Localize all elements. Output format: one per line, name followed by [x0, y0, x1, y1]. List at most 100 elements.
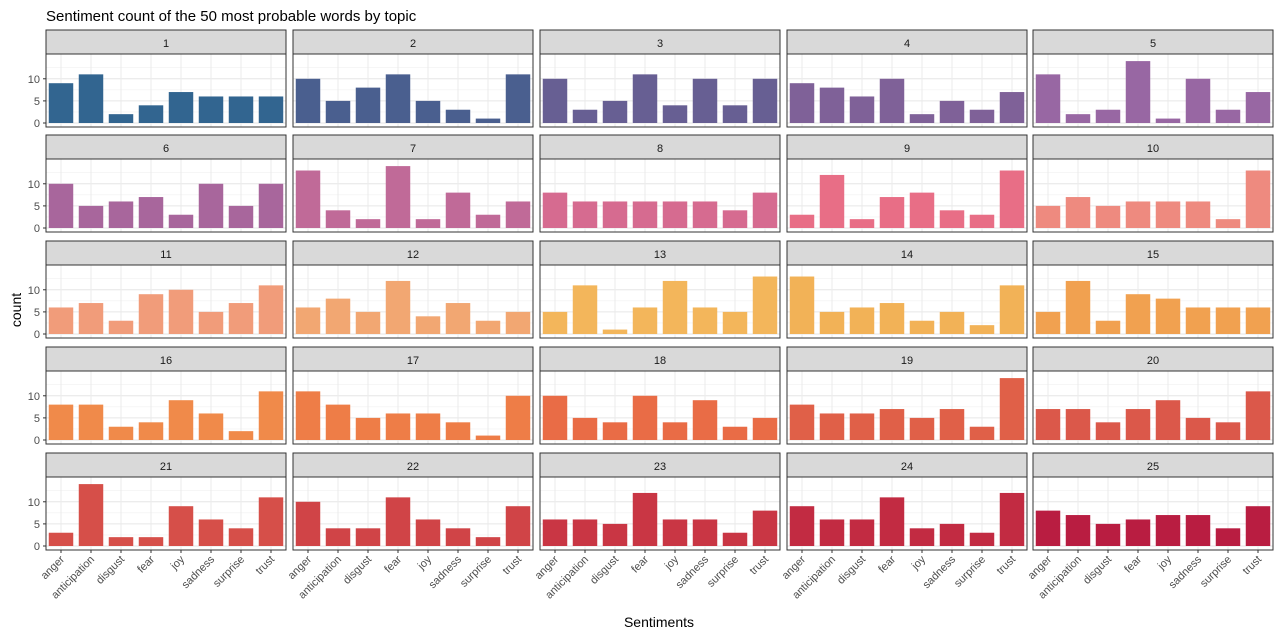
- bar: [939, 311, 965, 334]
- bar: [879, 497, 905, 546]
- bar: [505, 74, 531, 123]
- bar: [999, 170, 1025, 228]
- bar: [108, 201, 134, 228]
- facet-panel: 16 0 5 10: [28, 346, 287, 447]
- bar: [198, 519, 224, 546]
- bar: [138, 537, 164, 546]
- y-tick-label: 10: [28, 179, 40, 191]
- facet-panel: 3: [539, 29, 781, 128]
- bar: [752, 510, 778, 546]
- panel-border: [1032, 53, 1274, 128]
- bar: [1035, 311, 1061, 334]
- facet-strip-label: 22: [407, 461, 419, 473]
- bar: [662, 105, 688, 123]
- bar: [325, 298, 351, 334]
- facet-strip: [539, 346, 781, 372]
- bar: [632, 74, 658, 123]
- bar: [138, 105, 164, 123]
- bar: [1065, 197, 1091, 228]
- bar: [1185, 201, 1211, 228]
- bar: [445, 422, 471, 440]
- bar: [909, 528, 935, 546]
- facet-panel: 17: [292, 346, 534, 445]
- bar: [632, 307, 658, 334]
- facet-panel: 14: [786, 240, 1028, 339]
- bar: [1035, 74, 1061, 123]
- y-tick-label: 0: [34, 223, 40, 235]
- bar: [505, 395, 531, 440]
- panel-border: [786, 158, 1028, 233]
- bar: [505, 311, 531, 334]
- panel-border: [539, 53, 781, 128]
- x-tick-label: fear: [382, 553, 404, 575]
- bar: [198, 183, 224, 228]
- bar: [969, 109, 995, 123]
- bar: [849, 413, 875, 440]
- facet-strip-label: 18: [654, 355, 666, 367]
- x-tick-label: anger: [1026, 553, 1055, 582]
- bar: [879, 303, 905, 334]
- bar: [602, 523, 628, 546]
- bar: [1125, 294, 1151, 334]
- bar: [1215, 109, 1241, 123]
- x-tick-label: sadness: [674, 553, 712, 591]
- facet-strip-label: 8: [657, 143, 663, 155]
- bar: [1125, 409, 1151, 440]
- bar: [445, 192, 471, 228]
- panel-border: [292, 370, 534, 445]
- y-tick-label: 5: [34, 201, 40, 213]
- bar: [969, 214, 995, 228]
- panel-border: [539, 158, 781, 233]
- facet-strip: [45, 29, 287, 55]
- x-tick-label: surprise: [458, 554, 494, 590]
- bar: [1095, 205, 1121, 228]
- bar: [48, 183, 74, 228]
- x-tick-label: fear: [876, 553, 898, 575]
- facet-panel: 11 0 5 10: [28, 240, 287, 341]
- bar: [1125, 519, 1151, 546]
- facet-strip-label: 17: [407, 355, 419, 367]
- bar: [325, 210, 351, 228]
- facet-strip-label: 23: [654, 461, 666, 473]
- bar: [602, 422, 628, 440]
- bar: [692, 78, 718, 123]
- bar: [969, 532, 995, 546]
- bar: [1065, 515, 1091, 546]
- bar: [692, 307, 718, 334]
- bar: [228, 528, 254, 546]
- bar: [542, 311, 568, 334]
- facet-strip-label: 10: [1147, 143, 1159, 155]
- facet-strip-label: 7: [410, 143, 416, 155]
- bar: [228, 205, 254, 228]
- bar: [415, 219, 441, 228]
- facet-strip-label: 2: [410, 38, 416, 50]
- bar: [1185, 515, 1211, 546]
- y-tick-label: 0: [34, 435, 40, 447]
- bar: [108, 426, 134, 440]
- panel-border: [45, 476, 287, 551]
- bar: [198, 96, 224, 123]
- bar: [819, 413, 845, 440]
- bar: [415, 519, 441, 546]
- bar: [1185, 417, 1211, 440]
- bar: [1035, 205, 1061, 228]
- bar: [752, 78, 778, 123]
- y-tick-label: 5: [34, 413, 40, 425]
- facet-strip: [539, 452, 781, 478]
- bar: [752, 417, 778, 440]
- bar: [909, 114, 935, 123]
- bar: [505, 201, 531, 228]
- bar: [849, 96, 875, 123]
- x-tick-label: joy: [415, 553, 434, 572]
- bar: [752, 276, 778, 334]
- panel-border: [786, 370, 1028, 445]
- panel-border: [1032, 264, 1274, 339]
- bar: [295, 501, 321, 546]
- x-tick-label: sadness: [921, 553, 959, 591]
